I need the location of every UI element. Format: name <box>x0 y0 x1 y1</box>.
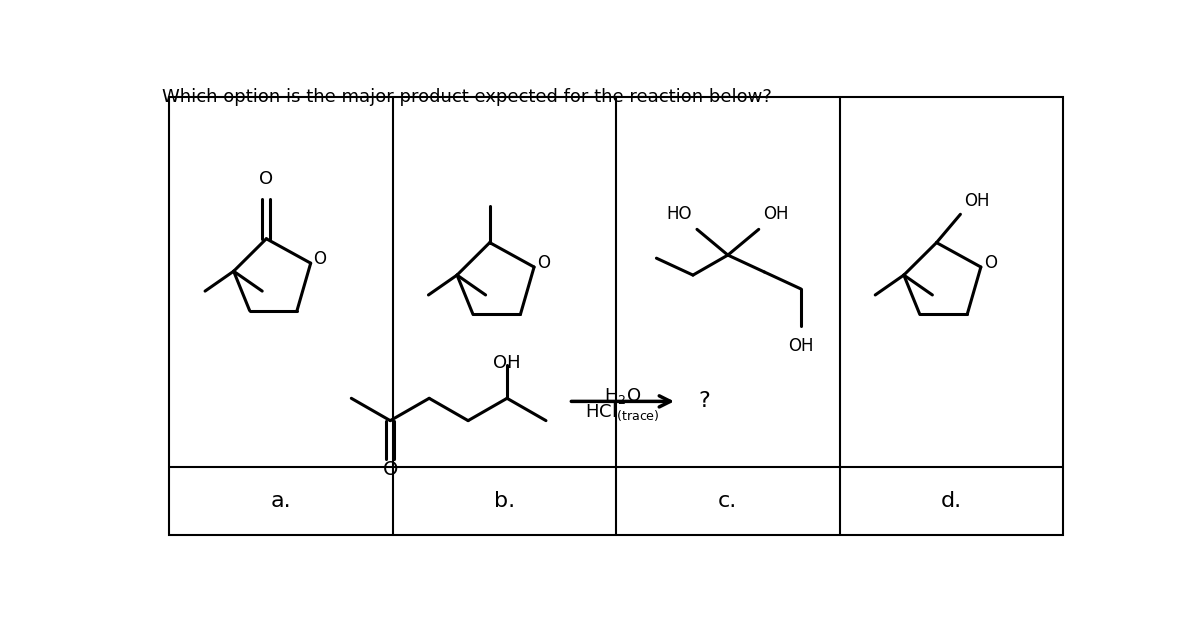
Text: OH: OH <box>965 192 990 210</box>
Text: HO: HO <box>667 205 692 223</box>
Text: b.: b. <box>494 490 515 511</box>
Text: ?: ? <box>698 391 710 412</box>
Text: O: O <box>984 254 997 272</box>
Text: d.: d. <box>941 490 962 511</box>
Text: OH: OH <box>788 337 814 355</box>
Text: c.: c. <box>719 490 738 511</box>
Text: O: O <box>259 170 274 188</box>
Text: Which option is the major product expected for the reaction below?: Which option is the major product expect… <box>162 88 772 106</box>
Text: H$_2$O: H$_2$O <box>604 386 642 406</box>
Text: OH: OH <box>763 205 788 223</box>
Text: a.: a. <box>271 490 292 511</box>
Text: OH: OH <box>493 354 521 372</box>
Text: O: O <box>313 250 326 268</box>
Text: O: O <box>383 460 398 479</box>
Bar <box>169 97 1063 534</box>
Text: O: O <box>536 254 550 272</box>
Text: HCl$_{\rm (trace)}$: HCl$_{\rm (trace)}$ <box>586 401 660 423</box>
